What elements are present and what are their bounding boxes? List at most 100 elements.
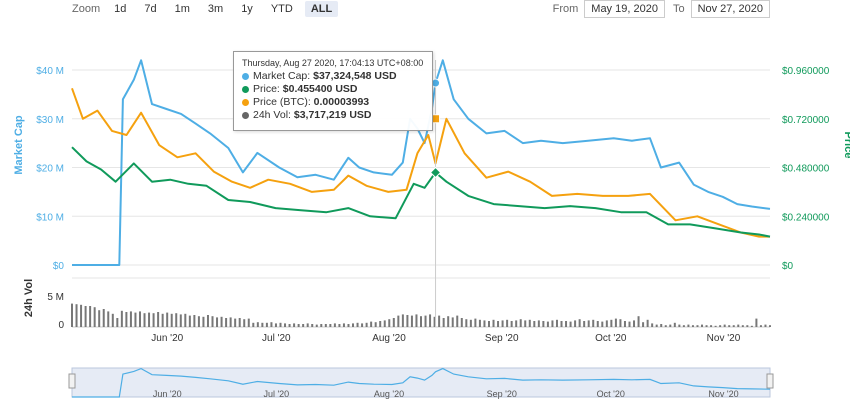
x-axis-tick-label: Jun '20 — [151, 333, 183, 344]
volume-bar — [542, 321, 545, 327]
volume-bar — [152, 313, 155, 327]
zoom-button-all[interactable]: ALL — [304, 1, 339, 17]
volume-bar — [633, 320, 636, 327]
volume-bar — [111, 313, 114, 327]
volume-bar — [637, 316, 640, 327]
volume-bar — [415, 314, 418, 327]
volume-bar — [342, 323, 345, 327]
volume-bar — [379, 321, 382, 327]
volume-bar — [759, 325, 762, 327]
volume-bar — [170, 313, 173, 327]
volume-bar — [352, 323, 355, 327]
volume-bar — [252, 322, 255, 327]
from-date-input[interactable]: May 19, 2020 — [584, 0, 665, 18]
volume-bar — [551, 320, 554, 327]
volume-bar — [497, 321, 500, 327]
series-line-price-btc — [71, 87, 770, 238]
volume-bar — [175, 313, 178, 327]
volume-bar — [546, 321, 549, 327]
zoom-button-7d[interactable]: 7d — [144, 3, 157, 15]
volume-bar — [764, 324, 767, 327]
volume-bar — [157, 312, 160, 327]
zoom-button-1m[interactable]: 1m — [174, 3, 190, 15]
volume-bar — [438, 315, 441, 327]
navigator[interactable]: Jun '20 Jul '20 Aug '20 Sep '20 Oct '20 Nov '… — [68, 367, 774, 399]
navigator-window — [71, 367, 771, 398]
volume-bar — [750, 325, 753, 327]
navigator-series-line — [72, 367, 771, 398]
volume-bar — [429, 314, 432, 327]
zoom-button-1d[interactable]: 1d — [114, 3, 127, 15]
volume-bar — [460, 318, 463, 327]
volume-bar — [487, 321, 490, 327]
volume-bar — [302, 324, 305, 327]
volume-bar — [220, 316, 223, 327]
volume-bar — [619, 319, 622, 327]
volume-bar — [261, 322, 264, 327]
volume-bar — [673, 322, 676, 327]
volume-bar — [333, 323, 336, 327]
volume-bar — [410, 315, 413, 327]
volume-bar — [701, 324, 704, 327]
navigator-tick-label: Jul '20 — [263, 389, 289, 399]
volume-bar — [211, 316, 214, 327]
from-label: From — [552, 3, 579, 15]
volume-bar — [732, 325, 735, 327]
to-date-input[interactable]: Nov 27, 2020 — [690, 0, 770, 18]
left-axis-tick-label: $0 — [53, 261, 65, 272]
volume-bar — [669, 324, 672, 327]
volume-bar — [71, 303, 73, 327]
zoom-button-1y[interactable]: 1y — [241, 3, 253, 15]
hover-marker — [429, 60, 442, 327]
volume-bar — [696, 325, 699, 327]
zoom-button-ytd[interactable]: YTD — [270, 3, 293, 15]
volume-bar — [678, 324, 681, 327]
volume-bar — [397, 315, 400, 327]
volume-bar — [166, 312, 169, 327]
to-label: To — [672, 3, 685, 15]
volume-bar — [737, 324, 740, 327]
volume-bar — [655, 324, 658, 327]
volume-bar — [537, 320, 540, 327]
volume-bar — [719, 325, 722, 327]
volume-bar — [492, 319, 495, 327]
right-axis-tick-label: $0 — [782, 261, 794, 272]
volume-bar — [687, 324, 690, 327]
volume-bar — [134, 312, 137, 327]
zoom-button-3m[interactable]: 3m — [207, 3, 224, 15]
volume-bar — [682, 325, 685, 327]
volume-bar — [664, 325, 667, 327]
hover-point-price — [429, 166, 442, 179]
volume-bar — [578, 319, 581, 327]
left-axis-tick-label: $20 M — [36, 164, 64, 175]
tooltip-header: Thursday, Aug 27 2020, 17:04:13 UTC+08:0… — [242, 58, 424, 68]
volume-bar — [374, 322, 377, 327]
volume-bar — [660, 324, 663, 327]
volume-bar — [188, 315, 191, 327]
volume-bar — [225, 318, 228, 327]
x-axis-tick-label: Nov '20 — [707, 333, 741, 344]
volume-bar — [478, 319, 481, 327]
volume-bar — [293, 323, 296, 327]
volume-bar — [265, 322, 268, 327]
volume-bar — [161, 313, 164, 327]
volume-bar — [75, 304, 78, 327]
navigator-tick-label: Nov '20 — [708, 389, 738, 399]
volume-bar — [506, 319, 509, 327]
navigator-handle-left — [68, 373, 76, 389]
volume-bar — [533, 321, 536, 327]
volume-bar — [451, 317, 454, 327]
volume-bar — [93, 307, 96, 327]
volume-bar — [247, 318, 250, 327]
volume-bar — [148, 312, 151, 327]
volume-bar — [469, 319, 472, 327]
volume-bar — [202, 316, 205, 327]
volume-bar — [447, 316, 450, 327]
volume-bar — [365, 322, 368, 327]
volume-bar — [120, 310, 123, 327]
volume-bar — [433, 316, 436, 327]
volume-bar — [102, 309, 105, 327]
volume-bar — [728, 325, 731, 327]
volume-bar — [256, 322, 259, 327]
volume-bar — [614, 318, 617, 327]
